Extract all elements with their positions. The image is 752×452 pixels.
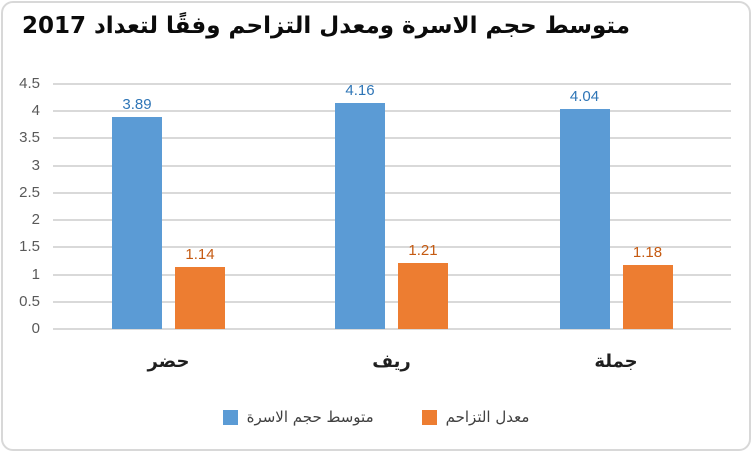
gridline-4.5 <box>53 83 731 85</box>
legend-swatch-icon <box>421 409 437 425</box>
data-label: 4.04 <box>569 88 600 105</box>
gridline-4 <box>53 110 731 113</box>
y-tick-label: 2 <box>31 211 40 229</box>
y-tick-label: 3.5 <box>19 129 40 147</box>
data-label: 3.89 <box>122 96 152 114</box>
gridline-1.5 <box>53 246 731 249</box>
y-tick-label: 1 <box>31 265 40 283</box>
legend-item-series2: معدل التزاحم <box>421 408 530 426</box>
gridline-2.5 <box>53 191 731 194</box>
category-label-3: جملة <box>594 351 638 372</box>
bar-series1-ريف <box>335 102 385 329</box>
legend: متوسط حجم الاسرة معدل التزاحم <box>0 403 752 431</box>
data-label: 4.16 <box>345 81 375 99</box>
category-label-1: حضر <box>147 351 190 372</box>
legend-label: متوسط حجم الاسرة <box>246 408 374 426</box>
y-tick-label: 4 <box>31 102 40 120</box>
y-tick-label: 0 <box>31 320 40 337</box>
y-tick-label: 0.5 <box>19 292 40 310</box>
gridline-3 <box>53 164 731 167</box>
bar-series2-جملة <box>622 264 673 329</box>
gridline-3.5 <box>53 137 731 140</box>
bar-series1-حضر <box>112 117 162 329</box>
chart-title: متوسط حجم الاسرة ومعدل التزاحم وفقًا لتع… <box>21 13 631 39</box>
legend-swatch-icon <box>222 409 238 425</box>
data-label: 1.14 <box>185 245 215 263</box>
legend-item-series1: متوسط حجم الاسرة <box>222 408 374 426</box>
bar-series2-حضر <box>175 266 225 329</box>
data-label: 1.21 <box>408 242 438 260</box>
bar-series1-جملة <box>559 109 610 329</box>
gridline-2 <box>53 219 731 222</box>
gridline-0.5 <box>53 300 731 303</box>
bar-series2-ريف <box>398 263 448 329</box>
y-tick-label: 2.5 <box>19 183 40 201</box>
gridline-1 <box>53 273 731 276</box>
legend-label: معدل التزاحم <box>445 408 530 426</box>
data-label: 1.18 <box>632 243 663 261</box>
gridline-0 <box>53 328 731 330</box>
y-tick-label: 1.5 <box>19 238 40 256</box>
y-tick-label: 3 <box>31 156 40 174</box>
category-label-2: ريف <box>372 351 411 372</box>
y-tick-label: 4.5 <box>19 75 40 92</box>
